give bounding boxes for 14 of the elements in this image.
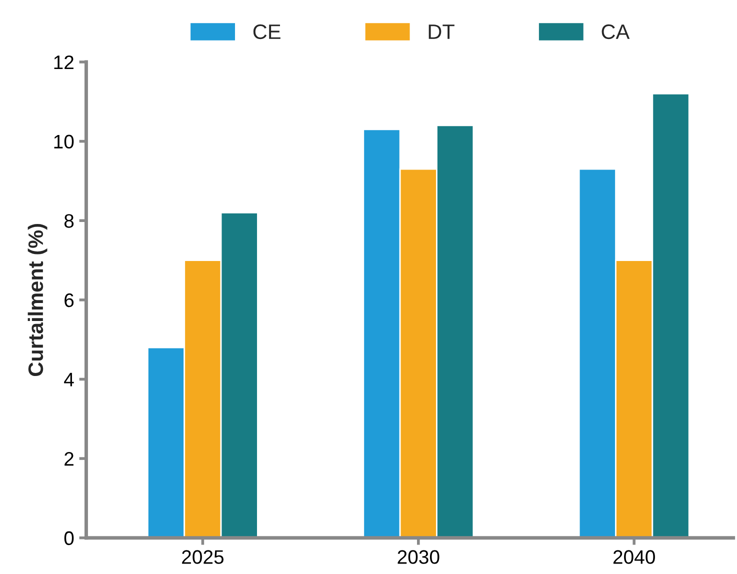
x-tick-label: 2030 xyxy=(398,550,440,564)
x-tick-label: 2040 xyxy=(613,550,655,564)
y-axis-title: Curtailment (%) xyxy=(28,224,48,376)
x-tick-label: 2025 xyxy=(182,550,224,564)
y-tick-label: 10 xyxy=(54,134,74,149)
y-tick-label: 8 xyxy=(64,214,74,228)
y-tick-label: 0 xyxy=(64,531,74,546)
y-tick-label: 6 xyxy=(64,293,74,308)
legend-label: CE xyxy=(253,24,280,40)
legend-label: CA xyxy=(602,24,630,40)
y-tick-label: 4 xyxy=(64,372,74,386)
y-tick-label: 2 xyxy=(64,452,74,466)
legend-label: DT xyxy=(428,24,454,39)
y-tick-label: 12 xyxy=(54,55,74,70)
